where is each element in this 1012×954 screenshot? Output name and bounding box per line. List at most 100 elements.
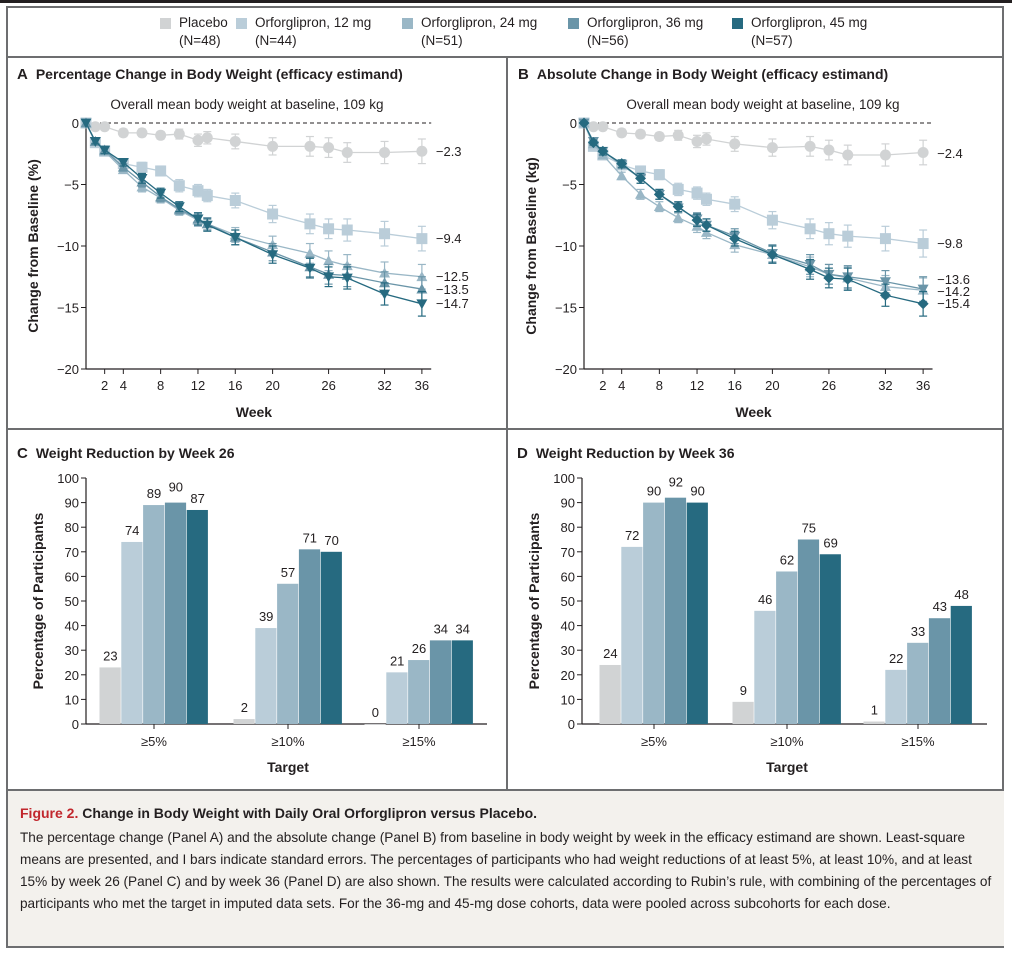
panel-c-bar [277,583,299,724]
panel-a-data-point [304,263,316,274]
panel-b-data-point [691,214,703,226]
panel-b-data-point [653,188,665,200]
panel-c-bar-value-label: 26 [412,641,426,656]
panel-d-bar-value-label: 9 [740,683,747,698]
panel-d-bar-value-label: 24 [603,646,617,661]
panel-d-bar [754,610,776,724]
panel-b-data-point [700,219,712,231]
panel-a-x-tick-label: 26 [321,378,335,393]
panel-b-data-point [653,169,665,181]
panel-d-bar-value-label: 48 [954,587,968,602]
panel-c-bar-value-label: 34 [455,621,469,636]
panel-b-data-point [635,172,647,184]
panel-b-data-point [842,273,854,285]
panel-a-data-point [416,145,428,157]
panel-d-bar-value-label: 92 [669,475,683,490]
panel-b-data-point [729,138,741,150]
panel-d-bar-chart: 0 10 20 30 40 50 60 70 80 90 100 Percentage of Part… [526,471,987,775]
panel-c-bar [186,509,208,724]
panel-d-bar [950,605,972,724]
panel-a-data-point [155,129,167,141]
panel-c-bar [255,628,277,724]
panel-b-data-point [766,249,778,261]
panel-a-data-point [267,140,279,152]
panel-b-x-tick-label: 8 [656,378,663,393]
panel-a-data-point [304,218,316,230]
panel-d-bar [643,502,665,724]
panel-d-bar [907,642,929,724]
legend-n: (N=57) [751,33,793,48]
panel-a-y-tick-label: −15 [57,301,79,316]
panel-c-bar [121,541,143,724]
legend-n: (N=44) [255,33,297,48]
panel-b-x-tick-label: 26 [822,378,836,393]
panel-c-bar-value-label: 71 [303,530,317,545]
panel-a-x-tick-label: 36 [415,378,429,393]
panel-b-data-point [691,135,703,147]
panel-a-end-label: −9.4 [436,231,462,246]
panel-a-x-tick-label: 2 [101,378,108,393]
panel-b-y-tick-label: 0 [570,116,577,131]
panel-b-data-point [578,117,590,129]
legend-swatch [236,18,247,29]
panel-a-end-label: −13.5 [436,282,469,297]
panel-c-bar-value-label: 39 [259,609,273,624]
panel-a-data-point [155,188,167,199]
panel-b-data-point [879,277,891,288]
legend-n: (N=48) [179,33,221,48]
panel-a-data-point [341,273,353,284]
panel-d-y-tick-label: 0 [568,717,575,732]
panel-b-data-point [691,187,703,199]
panel-c-bar-value-label: 89 [147,486,161,501]
panel-b-data-point [635,165,647,177]
legend-swatch [732,18,743,29]
panel-d-y-tick-label: 100 [553,471,575,486]
panel-c-category-label: ≥10% [271,734,305,749]
panel-c-y-tick-label: 60 [65,569,79,584]
panel-b-data-point [729,198,741,210]
panel-b-y-tick-label: −5 [562,178,577,193]
panel-a-data-point [323,223,335,235]
panel-c-bar-value-label: 90 [169,480,183,495]
panel-b-data-point [700,226,712,237]
panel-a-data-point [267,250,279,261]
panel-a-data-point [136,173,148,184]
panel-b-x-tick-label: 12 [690,378,704,393]
panel-d-bar [776,571,798,724]
panel-b-data-point [917,284,929,295]
panel-a-data-point [379,228,391,240]
legend-swatch [402,18,413,29]
panel-a-x-tick-label: 4 [120,378,127,393]
panel-a-data-point [323,272,335,283]
panel-c-y-tick-label: 100 [57,471,79,486]
panel-d-bar-value-label: 43 [933,599,947,614]
panel-a-data-point [192,185,204,197]
panel-a-data-point [99,121,111,133]
panel-a-data-point [117,127,129,139]
panel-a-data-point [173,128,185,140]
panel-a-data-point [201,132,213,144]
panel-d-y-tick-label: 20 [561,668,575,683]
panel-c-bar [320,551,342,724]
panel-c-bar [408,660,430,724]
panel-a-data-point [304,140,316,152]
caption-title: Figure 2. Change in Body Weight with Dai… [20,805,538,821]
panel-a-x-tick-label: 32 [377,378,391,393]
caption-body: The percentage change (Panel A) and the … [20,830,992,911]
panel-b-data-point [842,149,854,161]
panel-c-bar-value-label: 21 [390,653,404,668]
panel-a-data-point [341,224,353,236]
legend-swatch [568,18,579,29]
panel-a-x-tick-label: 8 [157,378,164,393]
panel-b-annotation: Overall mean body weight at baseline, 10… [626,97,899,112]
panel-b-line-chart: Overall mean body weight at baseline, 10… [523,97,970,420]
panel-a-y-axis-label: Change from Baseline (%) [25,159,41,332]
panel-a-x-tick-label: 12 [191,378,205,393]
panel-b-data-point [766,142,778,154]
panel-d-bar-value-label: 33 [911,624,925,639]
panel-a-y-tick-label: −5 [64,178,79,193]
panel-b-data-point [635,128,647,140]
panel-b-data-point [700,133,712,145]
panel-c-y-tick-label: 80 [65,520,79,535]
panel-a-data-point [117,157,129,168]
